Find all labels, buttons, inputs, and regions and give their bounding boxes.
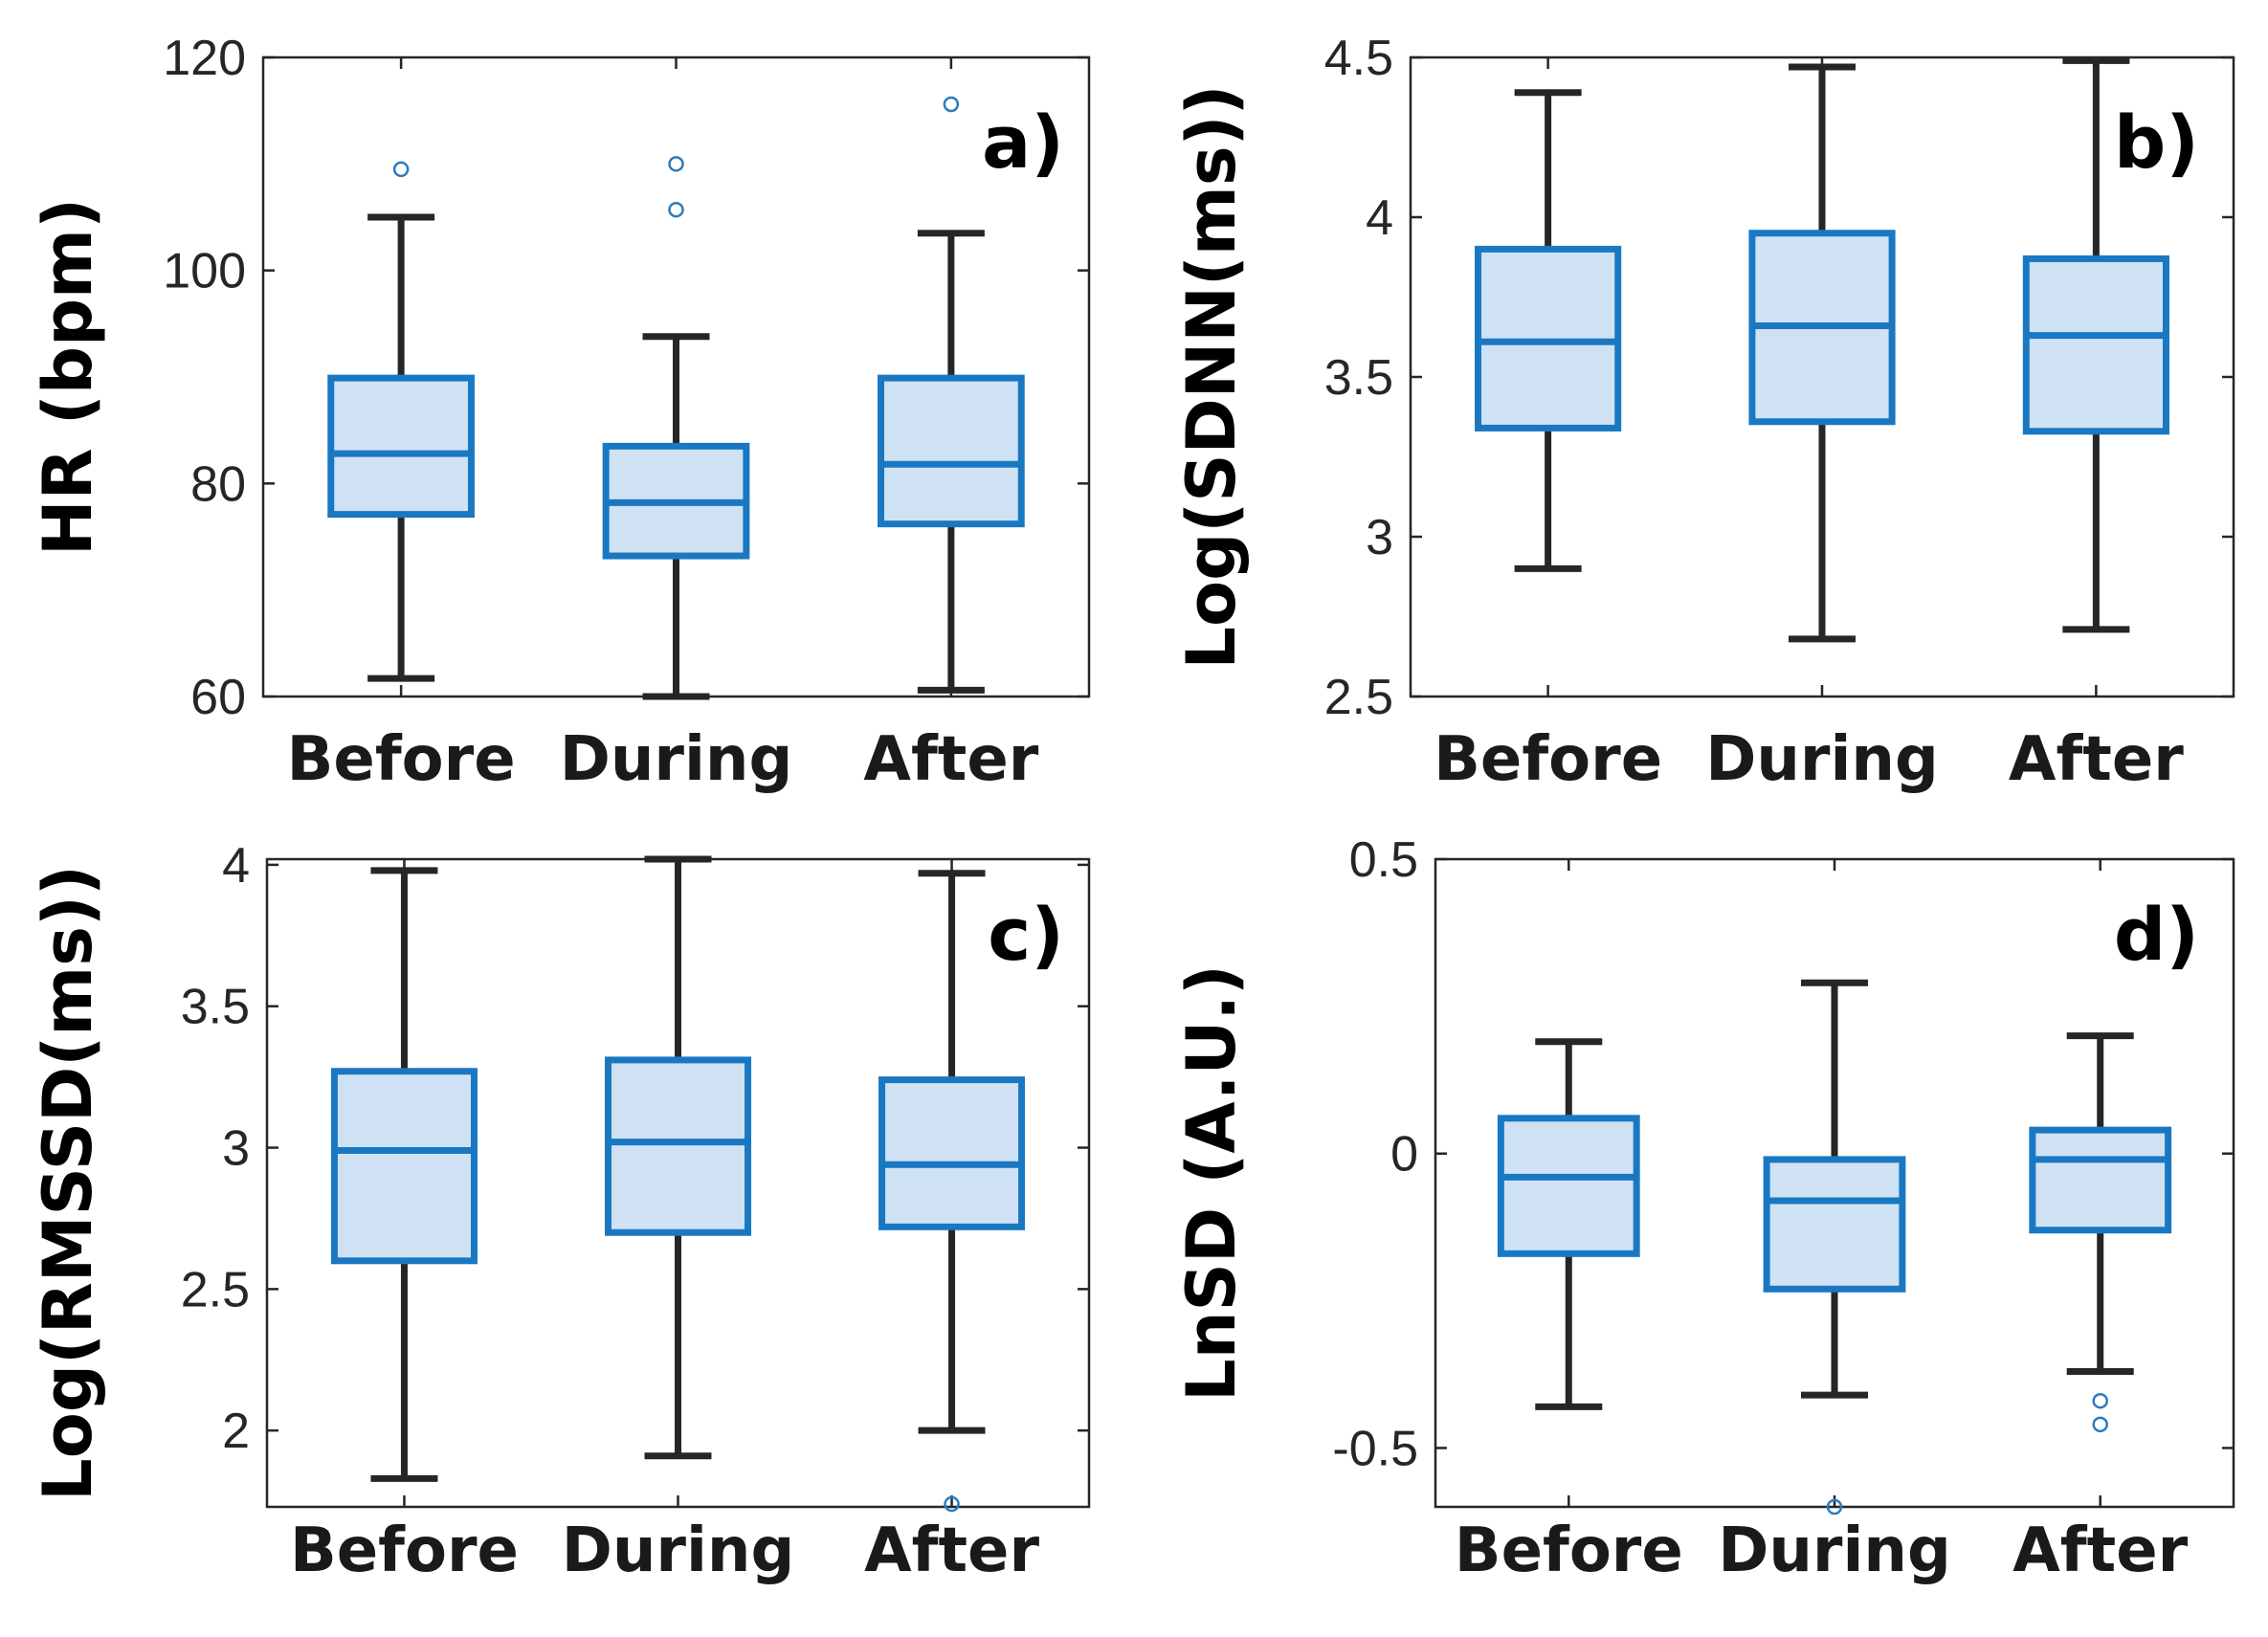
x-category-label: During [1705, 724, 1939, 795]
iqr-box [878, 374, 1025, 528]
box-after [2022, 56, 2169, 633]
x-category-label: During [1718, 1515, 1951, 1586]
x-category-label: During [562, 1515, 795, 1586]
box-during [1763, 979, 1906, 1515]
y-tick-label: 2.5 [181, 1262, 250, 1317]
y-tick-label: -0.5 [1332, 1421, 1418, 1476]
y-tick-label: 60 [190, 670, 246, 725]
y-tick-label: 3 [1366, 510, 1393, 565]
panel-d: -0.5 0 0.5 Before During After LnSD (A.U.) d) [1172, 832, 2235, 1586]
y-tick-label: 0 [1390, 1127, 1418, 1183]
x-category-label: After [864, 1515, 1039, 1586]
box-after [2029, 1032, 2172, 1433]
panel-tag: a) [982, 100, 1064, 185]
panel-tag: d) [2114, 892, 2199, 977]
x-category-label: After [2012, 1515, 2188, 1586]
y-axis-label: LnSD (A.U.) [1172, 964, 1251, 1402]
box-during [1748, 63, 1896, 643]
y-tick-label: 4 [1366, 190, 1393, 246]
panel-b: 2.5 3 3.5 4 4.5 Before During After Log(SDNN(ms)… [1172, 31, 2235, 795]
panel-a: 60 80 100 120 Before During After HR (bpm) a) [29, 31, 1091, 795]
y-axis-label: Log(RMSSD(ms)) [29, 865, 107, 1501]
iqr-box [330, 1068, 478, 1265]
y-tick-label: 2 [222, 1404, 250, 1459]
box-before [327, 161, 475, 682]
x-category-label: After [2009, 724, 2184, 795]
box-before [330, 867, 478, 1482]
box-during [602, 156, 750, 700]
iqr-box [2022, 254, 2169, 435]
box-before [1475, 89, 1622, 572]
y-tick-label: 3 [222, 1121, 250, 1177]
outlier-point [668, 201, 684, 218]
outlier-point [943, 96, 960, 113]
outlier-point [2092, 1392, 2108, 1409]
iqr-box [878, 1076, 1026, 1230]
x-category-label: Before [290, 1515, 519, 1586]
outlier-point [668, 156, 684, 172]
box-before [1497, 1038, 1640, 1410]
panel-tag: b) [2114, 100, 2199, 185]
iqr-box [1497, 1115, 1640, 1257]
x-category-label: Before [1434, 724, 1662, 795]
iqr-box [2029, 1126, 2172, 1234]
y-tick-label: 100 [163, 244, 246, 299]
box-during [604, 855, 752, 1460]
iqr-box [327, 374, 475, 519]
y-axis-label: HR (bpm) [29, 198, 107, 556]
iqr-box [604, 1056, 752, 1236]
panel-tag: c) [988, 892, 1064, 977]
box-after [878, 870, 1026, 1513]
outlier-point [944, 1495, 960, 1513]
outlier-point [392, 161, 410, 178]
box-after [878, 96, 1025, 694]
y-tick-label: 4.5 [1324, 31, 1393, 86]
y-tick-label: 0.5 [1349, 832, 1418, 888]
outlier-point [2092, 1416, 2108, 1433]
y-tick-label: 120 [163, 31, 246, 86]
iqr-box [1763, 1156, 1906, 1293]
y-tick-label: 3.5 [181, 980, 250, 1035]
y-tick-label: 2.5 [1324, 670, 1393, 725]
outlier-point [1826, 1498, 1843, 1515]
x-category-label: During [560, 724, 793, 795]
y-tick-label: 4 [222, 838, 250, 894]
y-tick-label: 80 [190, 456, 246, 512]
y-axis-label: Log(SDNN(ms)) [1172, 84, 1251, 669]
x-category-label: Before [287, 724, 516, 795]
x-category-label: After [863, 724, 1038, 795]
y-tick-label: 3.5 [1324, 350, 1393, 406]
panel-c: 2 2.5 3 3.5 4 Before During After Log(RMSSD(ms))… [29, 838, 1091, 1586]
x-category-label: Before [1455, 1515, 1683, 1586]
